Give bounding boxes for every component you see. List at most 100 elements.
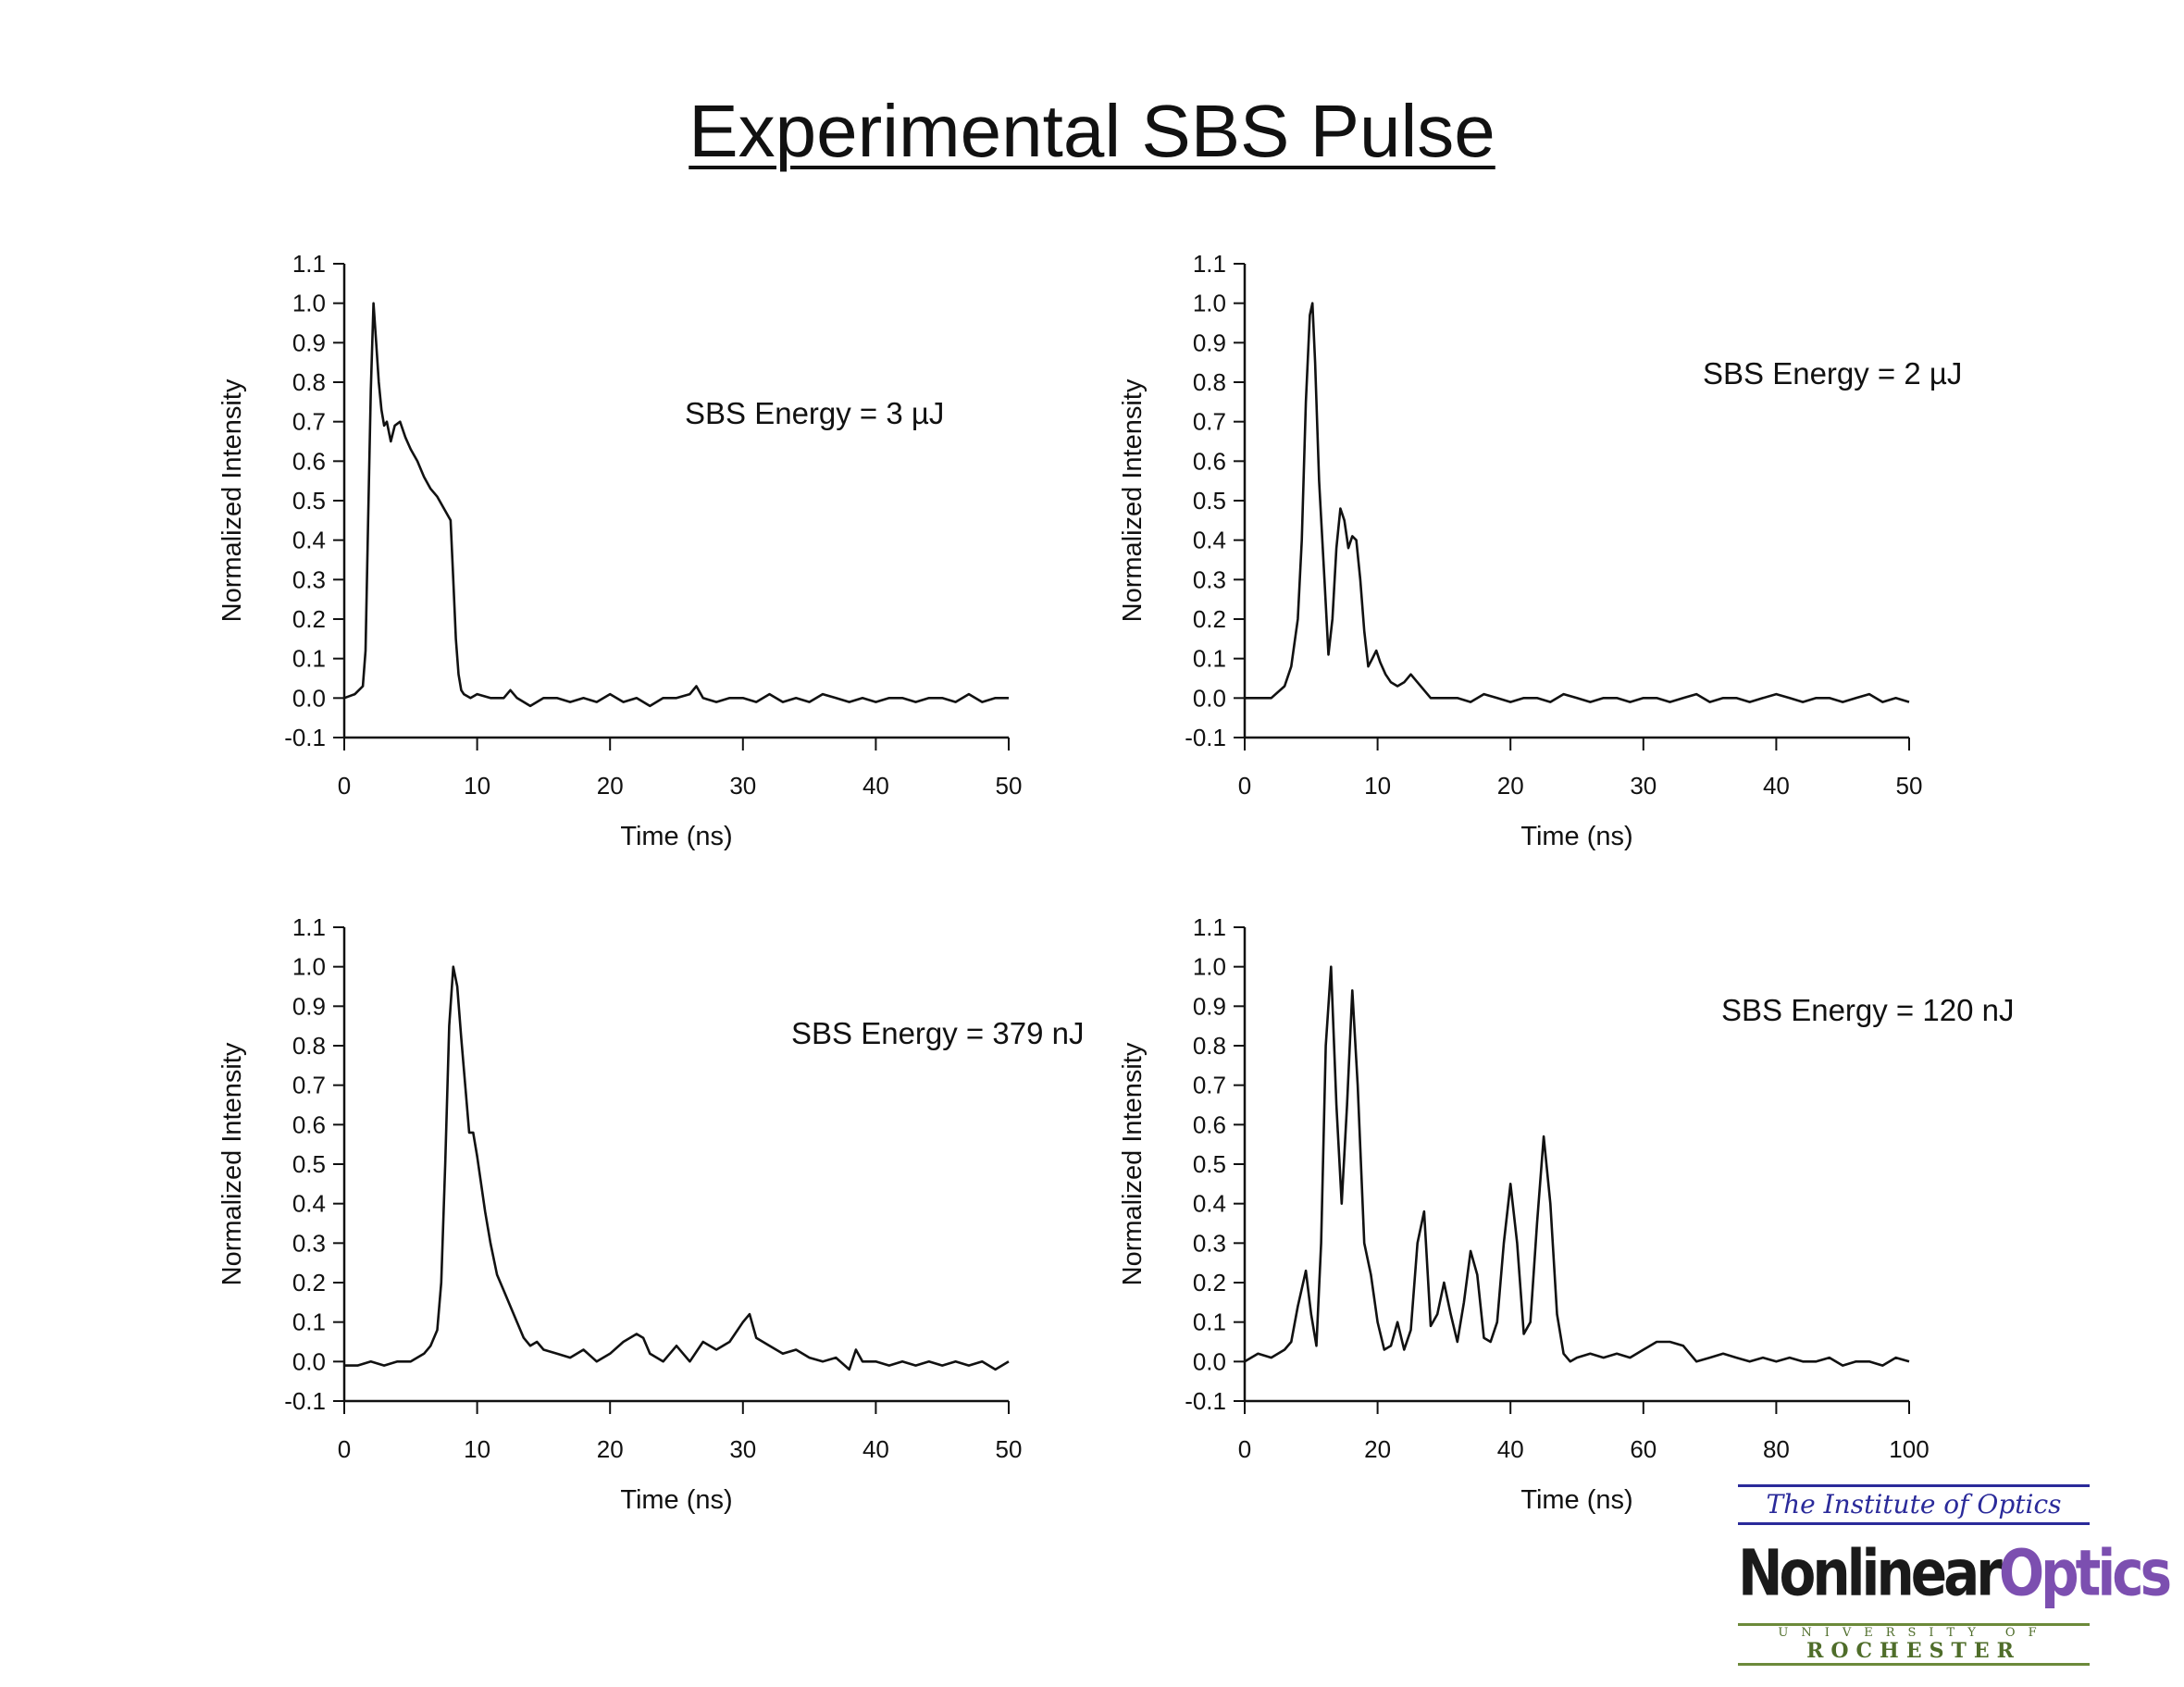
y-tick-label: 0.8 (292, 1032, 326, 1060)
y-axis-label: Normalized Intensity (217, 1042, 247, 1285)
x-tick-label: 30 (1630, 772, 1657, 800)
x-tick-label: 40 (862, 1435, 889, 1463)
x-tick-label: 0 (338, 1435, 351, 1463)
y-tick-label: 1.0 (292, 290, 326, 317)
chart-4: -0.1 0.0 0.1 0.2 0.3 0.4 0.5 0.6 0.7 0.8 0.9 1.0 1.1… (1118, 913, 2014, 1515)
institute-logo: The Institute of Optics NonlinearOptics … (1738, 1484, 2172, 1666)
y-tick-label: 0.6 (292, 1110, 326, 1138)
y-tick-label: 0.9 (1193, 992, 1226, 1020)
y-tick-label: 0.7 (292, 408, 326, 436)
y-tick-label: 0.4 (1193, 1190, 1226, 1218)
y-tick-label: 0.7 (1193, 1072, 1226, 1099)
x-tick-label: 0 (338, 772, 351, 800)
logo-rochester: ROCHESTER (1806, 1639, 2021, 1663)
y-tick-label: 0.2 (1193, 605, 1226, 633)
logo-university: UNIVERSITY OF ROCHESTER (1738, 1623, 2090, 1666)
logo-nonlinear-optics: NonlinearOptics (1738, 1530, 2172, 1617)
logo-university-of: UNIVERSITY OF (1778, 1626, 2050, 1640)
y-tick-label: 0.8 (292, 368, 326, 396)
x-tick-label: 40 (862, 772, 889, 800)
y-tick-label: 0.3 (1193, 1229, 1226, 1257)
pulse-series-line (344, 965, 1010, 1371)
y-tick-label: 0.2 (292, 1269, 326, 1296)
y-tick-label: 0.3 (292, 1229, 326, 1257)
x-axis-label: Time (ns) (620, 1485, 732, 1515)
y-axis-label: Normalized Intensity (1118, 1042, 1148, 1285)
y-tick-label: -0.1 (1185, 724, 1226, 751)
y-tick-label: 0.3 (1193, 565, 1226, 593)
y-tick-label: 1.1 (292, 250, 326, 278)
x-tick-label: 10 (1364, 772, 1391, 800)
energy-annotation: SBS Energy = 3 µJ (685, 396, 944, 430)
y-tick-label: 1.1 (292, 913, 326, 941)
y-tick-label: 0.2 (292, 605, 326, 633)
pulse-series-line (1244, 965, 1910, 1367)
x-tick-label: 20 (597, 1435, 624, 1463)
y-tick-label: 0.9 (292, 329, 326, 356)
x-tick-label: 50 (996, 772, 1023, 800)
y-axis-label: Normalized Intensity (217, 378, 247, 622)
logo-institute-text: The Institute of Optics (1738, 1484, 2090, 1525)
energy-annotation: SBS Energy = 120 nJ (1721, 993, 2014, 1027)
chart-3: -0.1 0.0 0.1 0.2 0.3 0.4 0.5 0.6 0.7 0.8 0.9 1.0 1.1… (217, 913, 1084, 1515)
logo-nonlinear-word: Nonlinear (1738, 1535, 2003, 1611)
chart-1: -0.1 0.0 0.1 0.2 0.3 0.4 0.5 0.6 0.7 0.8 0.9 1.0 1.1… (217, 250, 1022, 851)
y-tick-label: 0.6 (1193, 447, 1226, 475)
x-tick-label: 0 (1238, 772, 1251, 800)
y-tick-label: 0.4 (1193, 527, 1226, 554)
y-tick-label: 0.4 (292, 1190, 326, 1218)
y-tick-label: 0.0 (292, 1347, 326, 1375)
y-tick-label: 0.8 (1193, 1032, 1226, 1060)
x-tick-label: 50 (996, 1435, 1023, 1463)
y-tick-label: 0.3 (292, 565, 326, 593)
energy-annotation: SBS Energy = 2 µJ (1703, 356, 1962, 391)
y-tick-label: 0.5 (292, 487, 326, 515)
y-tick-label: 0.5 (292, 1150, 326, 1178)
y-tick-label: 0.7 (1193, 408, 1226, 436)
y-tick-label: 0.5 (1193, 487, 1226, 515)
y-axis-label: Normalized Intensity (1118, 378, 1148, 622)
y-tick-label: 0.6 (1193, 1110, 1226, 1138)
x-tick-label: 20 (1364, 1435, 1391, 1463)
y-tick-label: -0.1 (284, 1387, 326, 1415)
x-tick-label: 40 (1763, 772, 1790, 800)
y-tick-label: 0.8 (1193, 368, 1226, 396)
y-tick-label: -0.1 (284, 724, 326, 751)
y-tick-label: 0.9 (292, 992, 326, 1020)
x-tick-label: 80 (1763, 1435, 1790, 1463)
y-tick-label: 0.1 (1193, 645, 1226, 673)
y-tick-label: 0.9 (1193, 329, 1226, 356)
y-tick-label: 0.5 (1193, 1150, 1226, 1178)
x-tick-label: 50 (1896, 772, 1923, 800)
y-tick-label: 1.1 (1193, 250, 1226, 278)
pulse-series-line (1245, 302, 1910, 703)
chart-2: -0.1 0.0 0.1 0.2 0.3 0.4 0.5 0.6 0.7 0.8 0.9 1.0 1.1… (1118, 250, 1962, 851)
y-tick-label: 1.0 (1193, 953, 1226, 981)
y-tick-label: 0.1 (1193, 1309, 1226, 1336)
x-axis-label: Time (ns) (1520, 1485, 1632, 1515)
y-tick-label: 0.2 (1193, 1269, 1226, 1296)
x-tick-label: 10 (464, 1435, 490, 1463)
x-axis-label: Time (ns) (620, 822, 732, 851)
y-tick-label: 1.0 (1193, 290, 1226, 317)
y-tick-label: -0.1 (1185, 1387, 1226, 1415)
page-title: Experimental SBS Pulse (689, 90, 1495, 172)
pulse-series-line (343, 302, 1009, 708)
energy-annotation: SBS Energy = 379 nJ (791, 1016, 1084, 1050)
y-tick-label: 0.0 (1193, 684, 1226, 712)
x-tick-label: 20 (1497, 772, 1524, 800)
y-tick-label: 0.7 (292, 1072, 326, 1099)
y-tick-label: 0.0 (1193, 1347, 1226, 1375)
x-tick-label: 60 (1630, 1435, 1657, 1463)
x-tick-label: 0 (1238, 1435, 1251, 1463)
x-axis-label: Time (ns) (1520, 822, 1632, 851)
y-tick-label: 1.1 (1193, 913, 1226, 941)
y-tick-label: 0.4 (292, 527, 326, 554)
x-tick-label: 10 (464, 772, 490, 800)
y-tick-label: 0.6 (292, 447, 326, 475)
y-tick-label: 0.0 (292, 684, 326, 712)
y-tick-label: 0.1 (292, 1309, 326, 1336)
x-tick-label: 20 (597, 772, 624, 800)
y-tick-label: 1.0 (292, 953, 326, 981)
